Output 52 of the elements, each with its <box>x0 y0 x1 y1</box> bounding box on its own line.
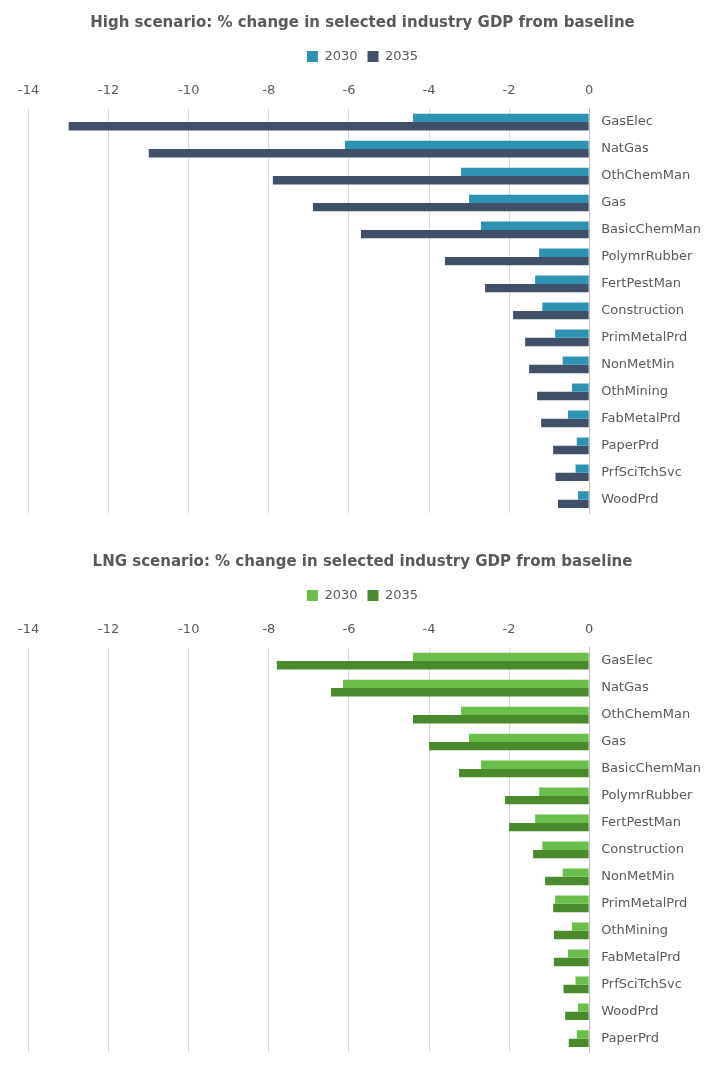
y-tick-label: PolymrRubber <box>601 787 694 803</box>
y-tick-label: OthChemMan <box>601 706 691 722</box>
x-tick-label: -2 <box>502 82 516 98</box>
x-tick-label: -6 <box>342 621 356 637</box>
x-tick-label: -8 <box>262 82 276 98</box>
x-tick-label: -12 <box>98 82 120 98</box>
y-tick-label: Gas <box>601 733 627 749</box>
y-tick-label: OthMining <box>601 383 668 399</box>
y-tick-label: PrimMetalPrd <box>601 329 688 345</box>
y-tick-label: Construction <box>601 302 684 318</box>
x-tick-label: -14 <box>18 621 40 637</box>
y-tick-label: NonMetMin <box>601 868 675 884</box>
x-tick-label: 0 <box>585 82 594 98</box>
legend-label: 2030 <box>324 47 358 63</box>
x-tick-label: -8 <box>262 621 276 637</box>
y-tick-label: PrimMetalPrd <box>601 895 688 911</box>
x-tick-label: -2 <box>502 621 516 637</box>
chart-title: LNG scenario: % change in selected industry GDP from baseline <box>92 551 633 570</box>
y-tick-label: FertPestMan <box>601 814 682 830</box>
y-tick-label: BasicChemMan <box>601 221 702 237</box>
y-tick-label: WoodPrd <box>601 1003 659 1019</box>
y-tick-label: NonMetMin <box>601 356 675 372</box>
x-tick-label: -4 <box>422 621 436 637</box>
chart-title: High scenario: % change in selected industry GDP from baseline <box>90 12 635 31</box>
y-tick-label: NatGas <box>601 679 650 695</box>
y-tick-label: FabMetalPrd <box>601 410 681 426</box>
x-tick-label: -6 <box>342 82 356 98</box>
x-tick-label: -10 <box>178 82 200 98</box>
y-tick-label: FertPestMan <box>601 275 682 291</box>
x-tick-label: 0 <box>585 621 594 637</box>
x-tick-label: -12 <box>98 621 120 637</box>
y-tick-label: NatGas <box>601 140 650 156</box>
legend-label: 2035 <box>385 47 419 63</box>
x-tick-label: -4 <box>422 82 436 98</box>
y-tick-label: PrfSciTchSvc <box>601 464 682 480</box>
y-tick-label: BasicChemMan <box>601 760 702 776</box>
y-tick-label: Gas <box>601 194 627 210</box>
y-tick-label: PolymrRubber <box>601 248 694 264</box>
y-tick-label: FabMetalPrd <box>601 949 681 965</box>
y-tick-label: PaperPrd <box>601 1030 659 1046</box>
legend-label: 2030 <box>324 586 358 602</box>
y-tick-label: OthMining <box>601 922 668 938</box>
y-tick-label: PaperPrd <box>601 437 659 453</box>
y-tick-label: OthChemMan <box>601 167 691 183</box>
y-tick-label: WoodPrd <box>601 491 659 507</box>
y-tick-label: GasElec <box>601 113 653 129</box>
y-tick-label: GasElec <box>601 652 653 668</box>
x-tick-label: -14 <box>18 82 40 98</box>
y-tick-label: PrfSciTchSvc <box>601 976 682 992</box>
x-tick-label: -10 <box>178 621 200 637</box>
legend-label: 2035 <box>385 586 419 602</box>
y-tick-label: Construction <box>601 841 684 857</box>
